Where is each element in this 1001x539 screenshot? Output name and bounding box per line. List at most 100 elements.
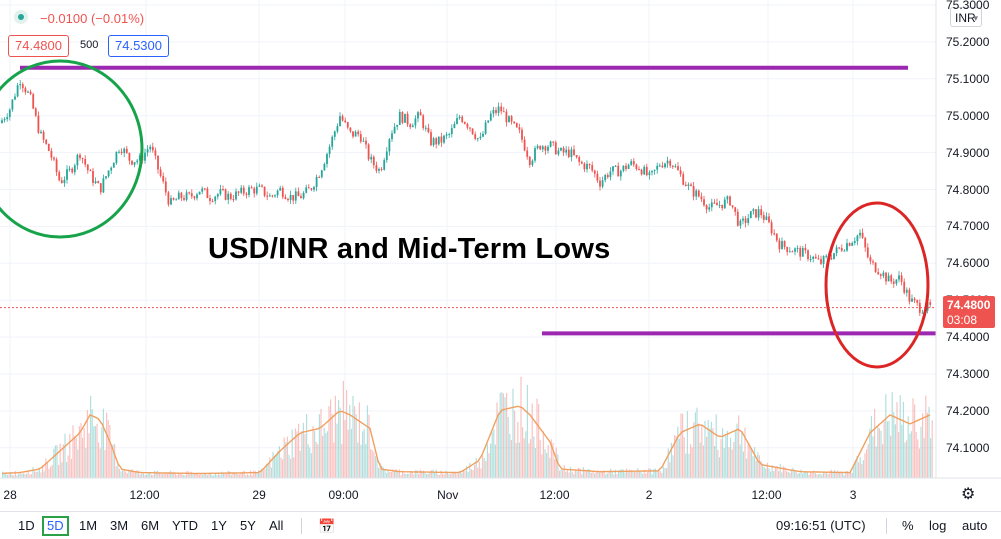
price-chart[interactable] [0, 0, 1001, 511]
range-3m-button[interactable]: 3M [110, 518, 129, 533]
candle-body [497, 106, 500, 113]
range-1m-button[interactable]: 1M [79, 518, 98, 533]
volume-bar [806, 471, 808, 478]
volume-bar [531, 403, 533, 478]
volume-bar [158, 473, 160, 478]
volume-bar [517, 421, 519, 478]
candle-body [284, 197, 287, 199]
volume-bar [890, 435, 892, 478]
volume-bar [560, 470, 562, 478]
volume-bar [690, 444, 692, 478]
volume-bar [878, 428, 880, 478]
percent-scale-toggle[interactable]: % [902, 518, 914, 533]
volume-bar [928, 406, 930, 478]
volume-bar [720, 439, 722, 478]
volume-bar [69, 433, 71, 478]
candle-body [807, 250, 809, 260]
candle-body [339, 116, 341, 127]
volume-bar [310, 453, 312, 478]
candle-body [164, 181, 167, 193]
candle-body [190, 193, 193, 197]
volume-bar [875, 446, 877, 478]
volume-bar [194, 473, 196, 478]
symbol-selector[interactable]: INR ▾ [950, 7, 982, 27]
volume-bar [470, 469, 472, 478]
candle-body [188, 192, 191, 194]
volume-bar [646, 472, 648, 478]
range-6m-button[interactable]: 6M [141, 518, 160, 533]
range-all-button[interactable]: All [269, 518, 284, 533]
volume-bar [918, 448, 920, 478]
candle-body [323, 163, 326, 171]
volume-bar [856, 456, 858, 478]
candle-body [908, 289, 911, 302]
candle-body [606, 175, 609, 178]
settings-gear-icon[interactable]: ⚙ [961, 486, 976, 503]
candle-body [97, 181, 100, 184]
candle-body [432, 138, 435, 146]
volume-bar [342, 380, 344, 478]
auto-scale-toggle[interactable]: auto [962, 518, 988, 533]
range-1y-button[interactable]: 1Y [211, 518, 227, 533]
volume-bar [200, 474, 202, 478]
candle-body [560, 147, 562, 151]
volume-bar [642, 473, 644, 478]
buy-price[interactable]: 74.5300 [108, 35, 169, 57]
candle-body [411, 125, 414, 128]
volume-bar [664, 467, 666, 478]
volume-bar [667, 448, 669, 478]
log-scale-toggle[interactable]: log [929, 518, 947, 533]
volume-bar [624, 472, 626, 478]
volume-bar [837, 470, 839, 478]
candle-body [58, 172, 61, 181]
volume-bar [782, 466, 784, 478]
volume-bar [365, 443, 367, 478]
volume-bar [323, 427, 325, 478]
volume-bar [501, 392, 503, 478]
volume-bar [115, 466, 117, 478]
range-1d-button[interactable]: 1D [18, 518, 35, 533]
candle-body [211, 201, 214, 203]
candle-body [593, 170, 596, 174]
volume-bar [742, 451, 744, 478]
candle-body [700, 196, 703, 200]
chevron-down-icon: ▾ [973, 13, 978, 23]
price-axis-label: 74.4000 [946, 330, 990, 345]
volume-bar [261, 468, 263, 478]
volume-bar [378, 467, 380, 478]
volume-bar [258, 470, 260, 478]
candle-body [716, 202, 718, 206]
volume-bar [611, 472, 613, 478]
candle-body [8, 109, 11, 118]
utc-clock: 09:16:51 (UTC) [776, 518, 866, 533]
calendar-goto-icon[interactable]: 📅 [318, 518, 336, 534]
volume-bar [610, 468, 612, 478]
volume-bar [496, 402, 498, 478]
volume-bar [834, 469, 836, 478]
sell-price[interactable]: 74.4800 [8, 35, 69, 57]
range-5y-button[interactable]: 5Y [240, 518, 256, 533]
range-5d-button[interactable]: 5D [42, 516, 69, 536]
volume-bar [58, 465, 60, 478]
candle-body [695, 190, 698, 197]
candle-body [692, 186, 695, 197]
volume-bar [645, 473, 647, 478]
volume-bar [214, 472, 216, 478]
candle-body [833, 253, 835, 259]
volume-bar [864, 453, 866, 478]
volume-bar [622, 469, 624, 478]
volume-bar [363, 428, 365, 478]
volume-bar [776, 466, 778, 478]
volume-bar [114, 443, 116, 478]
candle-body [287, 198, 289, 200]
volume-bar [725, 435, 727, 478]
candle-body [92, 170, 94, 183]
candle-body [768, 216, 770, 223]
candle-body [752, 209, 755, 212]
volume-bar [709, 428, 711, 478]
range-ytd-button[interactable]: YTD [172, 518, 198, 533]
volume-bar [874, 408, 876, 478]
candle-body [107, 170, 110, 177]
volume-bar [851, 472, 853, 478]
volume-bar [629, 469, 631, 478]
